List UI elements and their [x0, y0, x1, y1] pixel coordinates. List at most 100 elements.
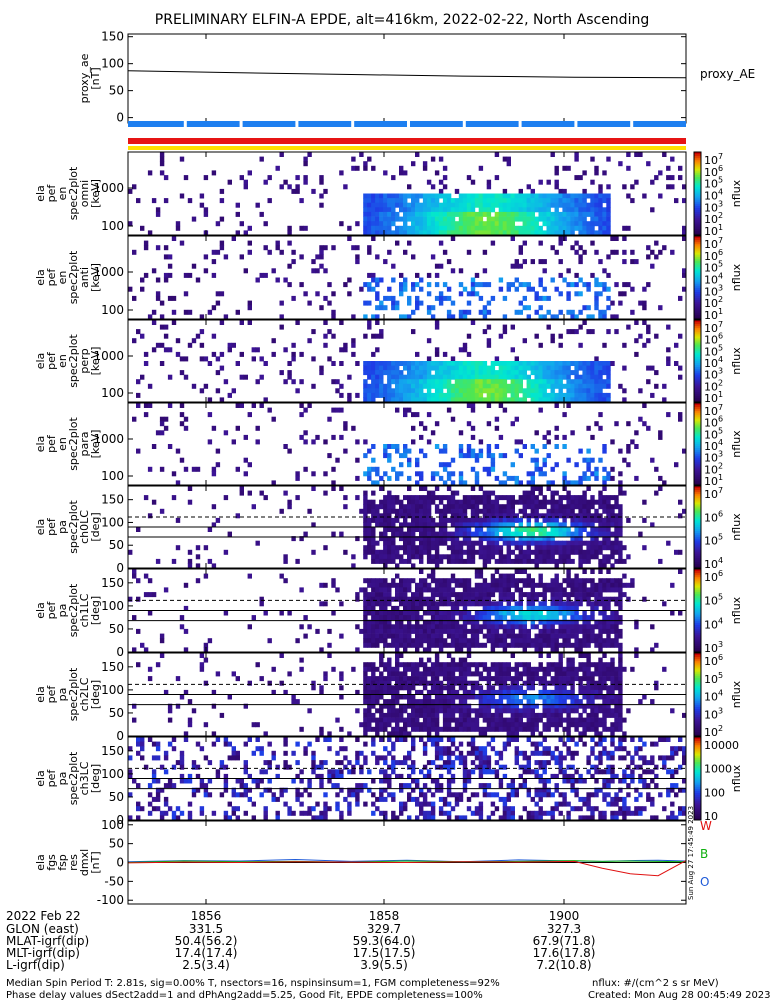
heatmap-cell: [558, 388, 563, 394]
heatmap-cell: [434, 633, 440, 639]
heatmap-cell: [542, 383, 547, 389]
heatmap-cell: [598, 592, 603, 598]
heatmap-cell: [434, 324, 440, 330]
heatmap-cell: [514, 601, 519, 607]
heatmap-cell: [450, 619, 456, 625]
heatmap-cell: [594, 540, 599, 546]
heatmap-cell: [534, 596, 539, 602]
heatmap-cell: [470, 592, 476, 598]
heatmap-cell: [395, 712, 400, 718]
heatmap-cell: [462, 480, 468, 486]
heatmap-cell: [574, 329, 579, 335]
heatmap-cell: [283, 347, 288, 353]
heatmap-cell: [434, 726, 440, 732]
heatmap-cell: [522, 549, 527, 555]
heatmap-cell: [654, 333, 659, 339]
heatmap-cell: [574, 615, 579, 621]
heatmap-cell: [395, 647, 400, 653]
heatmap-cell: [367, 592, 372, 598]
heatmap-cell: [454, 703, 460, 709]
heatmap-cell: [466, 662, 472, 668]
heatmap-cell: [403, 610, 408, 616]
y-axis-label: ela: [34, 602, 47, 619]
heatmap-cell: [151, 444, 157, 449]
heatmap-cell: [462, 671, 468, 677]
heatmap-cell: [566, 221, 571, 227]
heatmap-cell: [383, 230, 388, 236]
heatmap-cell: [387, 540, 392, 546]
heatmap-cell: [570, 370, 575, 376]
heatmap-cell: [327, 356, 332, 362]
heatmap-cell: [490, 554, 496, 560]
heatmap-cell: [403, 379, 408, 385]
heatmap-cell: [407, 601, 412, 607]
heatmap-cell: [311, 439, 316, 445]
heatmap-cell: [618, 545, 623, 551]
heatmap-cell: [446, 508, 452, 514]
heatmap-cell: [387, 558, 392, 564]
heatmap-cell: [558, 211, 563, 217]
heatmap-cell: [614, 531, 619, 537]
heatmap-cell: [191, 338, 197, 344]
heatmap-cell: [546, 221, 551, 227]
heatmap-cell: [383, 703, 388, 709]
heatmap-cell: [630, 582, 635, 588]
heatmap-cell: [179, 457, 185, 463]
heatmap-cell: [399, 230, 404, 236]
y-tick-label: 0: [116, 111, 124, 125]
heatmap-cell: [670, 184, 675, 190]
heatmap-cell: [522, 638, 527, 644]
heatmap-cell: [207, 309, 213, 315]
heatmap-cell: [554, 601, 559, 607]
heatmap-cell: [558, 504, 563, 510]
heatmap-cell: [502, 211, 508, 217]
heatmap-cell: [291, 536, 296, 542]
heatmap-cell: [530, 486, 535, 491]
heatmap-cell: [207, 558, 213, 564]
heatmap-cell: [450, 558, 456, 564]
heatmap-cell: [594, 633, 599, 639]
heatmap-cell: [474, 628, 480, 634]
colorbar-cell: [694, 563, 701, 567]
heatmap-cell: [395, 676, 400, 682]
heatmap-cell: [622, 545, 627, 551]
heatmap-cell: [415, 412, 420, 418]
heatmap-cell: [407, 230, 412, 236]
heatmap-cell: [395, 508, 400, 514]
heatmap-cell: [534, 379, 539, 385]
heatmap-cell: [462, 198, 468, 204]
heatmap-cell: [586, 508, 591, 514]
heatmap-cell: [438, 527, 444, 532]
heatmap-cell: [355, 392, 360, 398]
heatmap-cell: [430, 156, 436, 162]
heatmap-cell: [371, 726, 376, 732]
heatmap-cell: [538, 295, 543, 301]
heatmap-cell: [215, 517, 221, 523]
heatmap-cell: [403, 361, 408, 366]
colorbar-cell: [694, 631, 701, 634]
heatmap-cell: [658, 430, 663, 436]
heatmap-cell: [419, 628, 424, 634]
heatmap-cell: [450, 578, 456, 584]
heatmap-cell: [646, 425, 651, 431]
heatmap-cell: [363, 383, 368, 389]
heatmap-cell: [331, 486, 336, 491]
heatmap-cell: [347, 225, 352, 231]
heatmap-cell: [478, 379, 484, 385]
heatmap-cell: [614, 624, 619, 630]
heatmap-cell: [550, 517, 555, 523]
heatmap-cell: [323, 676, 328, 682]
heatmap-cell: [606, 554, 611, 560]
heatmap-cell: [363, 680, 368, 686]
heatmap-cell: [474, 365, 480, 371]
heatmap-cell: [514, 198, 519, 204]
heatmap-cell: [422, 379, 428, 385]
heatmap-cell: [458, 499, 464, 505]
heatmap-cell: [462, 207, 468, 213]
heatmap-cell: [411, 536, 416, 542]
heatmap-cell: [183, 605, 189, 611]
heatmap-cell: [422, 453, 428, 459]
heatmap-cell: [438, 554, 444, 560]
heatmap-cell: [407, 578, 412, 584]
heatmap-cell: [494, 152, 500, 157]
